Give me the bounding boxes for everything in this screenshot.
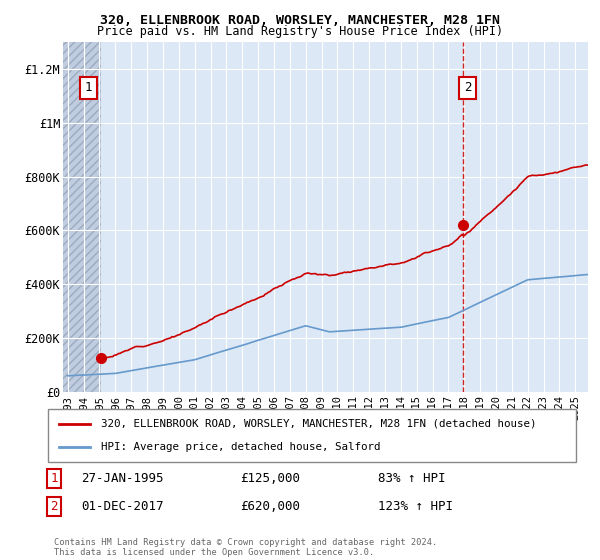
Text: 2: 2 [50, 500, 58, 514]
Text: Contains HM Land Registry data © Crown copyright and database right 2024.
This d: Contains HM Land Registry data © Crown c… [54, 538, 437, 557]
Text: Price paid vs. HM Land Registry's House Price Index (HPI): Price paid vs. HM Land Registry's House … [97, 25, 503, 38]
Text: 83% ↑ HPI: 83% ↑ HPI [378, 472, 445, 486]
Text: 1: 1 [85, 81, 92, 94]
Text: 320, ELLENBROOK ROAD, WORSLEY, MANCHESTER, M28 1FN: 320, ELLENBROOK ROAD, WORSLEY, MANCHESTE… [100, 14, 500, 27]
Text: HPI: Average price, detached house, Salford: HPI: Average price, detached house, Salf… [101, 442, 380, 452]
Text: £620,000: £620,000 [240, 500, 300, 514]
Bar [63, 42, 101, 392]
Text: £125,000: £125,000 [240, 472, 300, 486]
Text: 1: 1 [50, 472, 58, 486]
Text: 01-DEC-2017: 01-DEC-2017 [81, 500, 163, 514]
Text: 123% ↑ HPI: 123% ↑ HPI [378, 500, 453, 514]
FancyBboxPatch shape [48, 409, 576, 462]
Text: 2: 2 [464, 81, 471, 94]
Text: 320, ELLENBROOK ROAD, WORSLEY, MANCHESTER, M28 1FN (detached house): 320, ELLENBROOK ROAD, WORSLEY, MANCHESTE… [101, 419, 536, 429]
Text: 27-JAN-1995: 27-JAN-1995 [81, 472, 163, 486]
